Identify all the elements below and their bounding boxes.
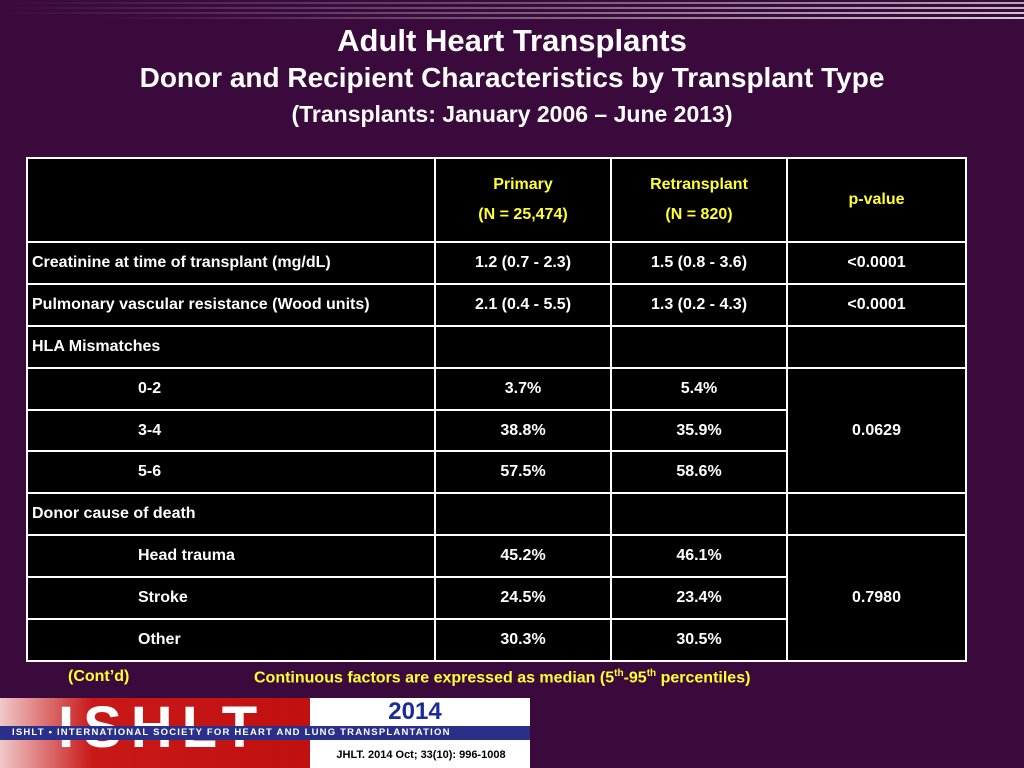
cell-primary: 3.7% bbox=[434, 366, 612, 411]
logo-society-band: ISHLT • INTERNATIONAL SOCIETY FOR HEART … bbox=[0, 726, 530, 740]
cell-primary: 45.2% bbox=[434, 534, 612, 579]
table-section-row: HLA Mismatches bbox=[26, 324, 967, 369]
continuous-factors-note: Continuous factors are expressed as medi… bbox=[254, 668, 750, 687]
header-retransplant-name: Retransplant bbox=[650, 176, 748, 193]
header-primary: Primary (N = 25,474) bbox=[434, 157, 612, 243]
note-text: percentiles) bbox=[656, 669, 751, 687]
table-row: Stroke 24.5% 23.4% bbox=[26, 576, 966, 621]
row-label: Head trauma bbox=[26, 534, 436, 579]
table-row: 5-6 57.5% 58.6% bbox=[26, 450, 966, 495]
table-row: Head trauma 45.2% 46.1% 0.7980 bbox=[26, 534, 967, 662]
cell-pvalue-death: 0.7980 bbox=[786, 534, 967, 662]
note-text: -95 bbox=[623, 669, 647, 687]
header-primary-name: Primary bbox=[493, 176, 553, 193]
empty-cell bbox=[434, 324, 612, 369]
header-pvalue: p-value bbox=[786, 157, 967, 243]
table-row: 3-4 38.8% 35.9% bbox=[26, 408, 966, 453]
empty-cell bbox=[610, 324, 788, 369]
cell-retransplant: 1.5 (0.8 - 3.6) bbox=[610, 241, 788, 285]
table-row: Other 30.3% 30.5% bbox=[26, 618, 966, 662]
empty-cell bbox=[786, 324, 967, 369]
cell-primary: 2.1 (0.4 - 5.5) bbox=[434, 282, 612, 327]
header-retransplant: Retransplant (N = 820) bbox=[610, 157, 788, 243]
slide-date-range: (Transplants: January 2006 – June 2013) bbox=[291, 101, 733, 127]
cell-retransplant: 1.3 (0.2 - 4.3) bbox=[610, 282, 788, 327]
cell-pvalue: <0.0001 bbox=[786, 241, 967, 285]
cell-retransplant: 30.5% bbox=[610, 618, 788, 662]
cell-primary: 57.5% bbox=[434, 450, 612, 495]
section-label-hla: HLA Mismatches bbox=[26, 324, 436, 369]
slide-title-block: Adult Heart Transplants Donor and Recipi… bbox=[0, 22, 1024, 132]
stripe bbox=[0, 17, 1024, 19]
header-blank bbox=[26, 157, 436, 243]
cell-primary: 1.2 (0.7 - 2.3) bbox=[434, 241, 612, 285]
stripe bbox=[0, 2, 1024, 4]
cell-primary: 24.5% bbox=[434, 576, 612, 621]
logo-year: 2014 bbox=[388, 698, 442, 725]
table-row: 0-2 3.7% 5.4% 0.0629 bbox=[26, 366, 967, 495]
cell-pvalue-hla: 0.0629 bbox=[786, 366, 967, 495]
cell-retransplant: 46.1% bbox=[610, 534, 788, 579]
empty-cell bbox=[434, 492, 612, 537]
table-row: Creatinine at time of transplant (mg/dL)… bbox=[26, 241, 967, 285]
table-row: Pulmonary vascular resistance (Wood unit… bbox=[26, 282, 967, 327]
note-superscript: th bbox=[646, 668, 657, 679]
cell-retransplant: 5.4% bbox=[610, 366, 788, 411]
note-text: Continuous factors are expressed as medi… bbox=[254, 669, 615, 687]
header-retransplant-n: (N = 820) bbox=[665, 206, 733, 223]
slide-title: Adult Heart Transplants bbox=[337, 23, 687, 58]
cell-retransplant: 35.9% bbox=[610, 408, 788, 453]
row-label: 5-6 bbox=[26, 450, 436, 495]
ishlt-logo: ISHLT ISHLT • INTERNATIONAL SOCIETY FOR … bbox=[0, 698, 530, 768]
row-label: Stroke bbox=[26, 576, 436, 621]
slide-subtitle: Donor and Recipient Characteristics by T… bbox=[139, 62, 885, 93]
section-label-death: Donor cause of death bbox=[26, 492, 436, 537]
characteristics-table: Primary (N = 25,474) Retransplant (N = 8… bbox=[26, 157, 967, 662]
header-primary-n: (N = 25,474) bbox=[478, 206, 568, 223]
cell-primary: 38.8% bbox=[434, 408, 612, 453]
cell-primary: 30.3% bbox=[434, 618, 612, 662]
cell-retransplant: 23.4% bbox=[610, 576, 788, 621]
note-superscript: th bbox=[614, 668, 624, 679]
table-header-row: Primary (N = 25,474) Retransplant (N = 8… bbox=[26, 157, 967, 243]
row-label: 0-2 bbox=[26, 366, 436, 411]
stripe bbox=[0, 12, 1024, 14]
empty-cell bbox=[786, 492, 967, 537]
row-label: Other bbox=[26, 618, 436, 662]
top-gradient-bar bbox=[0, 0, 1024, 20]
row-label: 3-4 bbox=[26, 408, 436, 453]
cell-retransplant: 58.6% bbox=[610, 450, 788, 495]
journal-citation: JHLT. 2014 Oct; 33(10): 996-1008 bbox=[336, 749, 506, 761]
row-label: Pulmonary vascular resistance (Wood unit… bbox=[26, 282, 436, 327]
empty-cell bbox=[610, 492, 788, 537]
row-label: Creatinine at time of transplant (mg/dL) bbox=[26, 241, 436, 285]
stripe bbox=[0, 7, 1024, 9]
contd-note: (Cont’d) bbox=[68, 668, 130, 685]
table-section-row: Donor cause of death bbox=[26, 492, 967, 537]
cell-pvalue: <0.0001 bbox=[786, 282, 967, 327]
